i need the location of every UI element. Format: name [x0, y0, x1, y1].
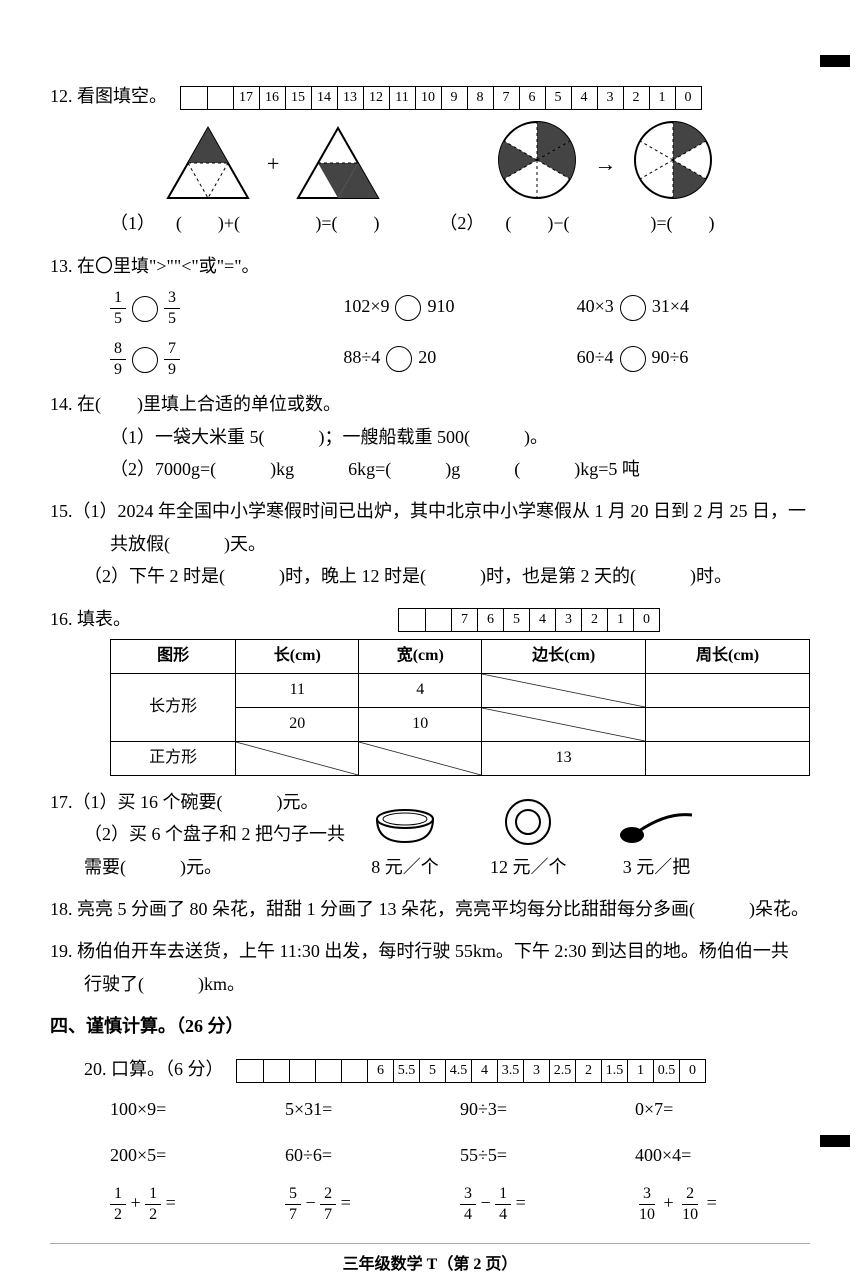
fraction: 210 [678, 1186, 702, 1223]
comparison-item: 1535 [110, 290, 343, 327]
q16: 16. 填表。 76543210 图形长(cm)宽(cm)边长(cm)周长(cm… [50, 603, 810, 776]
q19-line1: 19. 杨伯伯开车去送货，上午 11:30 出发，每时行驶 55km。下午 2:… [50, 935, 810, 967]
frac-calc: 310 + 210 = [635, 1186, 810, 1223]
fraction: 34 [460, 1186, 476, 1223]
frac-calc: 12 + 12 = [110, 1186, 285, 1223]
fraction: 310 [635, 1186, 659, 1223]
fraction: 27 [320, 1186, 336, 1223]
compare-circle[interactable] [620, 295, 646, 321]
q20-title: 20. 口算。（6 分） [84, 1059, 224, 1079]
plate-icon [498, 797, 558, 847]
q20: 20. 口算。（6 分） 65.554.543.532.521.510.50 1… [50, 1053, 810, 1223]
compare-circle[interactable] [620, 346, 646, 372]
q12-paren4: )=( ) [632, 207, 714, 239]
comparison-item: 88÷420 [343, 341, 576, 378]
q12-sub2-label: （2） [439, 207, 484, 239]
q18: 18. 亮亮 5 分画了 80 朵花，甜甜 1 分画了 13 朵花，亮亮平均每分… [50, 893, 810, 925]
pie-before [492, 118, 582, 203]
q17-line1: 17.（1）买 16 个碗要( )元。 [50, 786, 350, 818]
fraction: 15 [110, 290, 126, 327]
arrow-icon: → [594, 144, 616, 184]
calc-item: 400×4= [635, 1139, 810, 1171]
calc-item: 90÷3= [460, 1093, 635, 1125]
calc-item: 5×31= [285, 1093, 460, 1125]
comparison-item: 89 79 [110, 341, 343, 378]
q12-paren3: ( )−( [505, 207, 569, 239]
q14-line1: （1）一袋大米重 5( )；一艘船载重 500( )。 [50, 421, 810, 453]
frac-calc: 57 − 27 = [285, 1186, 460, 1223]
compare-circle[interactable] [132, 347, 158, 373]
q12-paren1: ( )+( [176, 207, 240, 239]
calc-item: 200×5= [110, 1139, 285, 1171]
fraction: 14 [495, 1186, 511, 1223]
q12: 12. 看图填空。 17161514131211109876543210 （1）… [50, 80, 810, 240]
q17-line2: （2）买 6 个盘子和 2 把勺子一共 [50, 818, 350, 850]
fraction: 89 [110, 341, 126, 378]
q12-paren2: )=( ) [297, 207, 379, 239]
q15: 15.（1）2024 年全国中小学寒假时间已出炉，其中北京中小学寒假从 1 月 … [50, 495, 810, 592]
pie-after [628, 118, 718, 203]
shape-table: 图形长(cm)宽(cm)边长(cm)周长(cm) 长方形1142010正方形13 [110, 639, 810, 776]
q14-line2: （2）7000g=( )kg 6kg=( )g ( )kg=5 吨 [50, 453, 810, 485]
corner-mark-top [820, 55, 850, 67]
fraction: 12 [145, 1186, 161, 1223]
calc-item: 60÷6= [285, 1139, 460, 1171]
triangle-shaded-top [163, 123, 253, 203]
spoon-label: 3 元／把 [623, 851, 691, 883]
frac-calc: 34 − 14 = [460, 1186, 635, 1223]
compare-circle[interactable] [386, 346, 412, 372]
q14-title: 14. 在( )里填上合适的单位或数。 [50, 388, 810, 420]
comparison-item: 40×331×4 [577, 290, 810, 327]
fraction: 79 [164, 341, 180, 378]
q13: 13. 在〇里填">""<"或"="。 1535102×991040×331×4… [50, 250, 810, 378]
triangle-shaded-bottom [293, 123, 383, 203]
q12-title: 12. 看图填空。 [50, 86, 167, 106]
fraction: 12 [110, 1186, 126, 1223]
q14: 14. 在( )里填上合适的单位或数。 （1）一袋大米重 5( )；一艘船载重 … [50, 388, 810, 485]
calc-item: 0×7= [635, 1093, 810, 1125]
q13-title: 13. 在〇里填">""<"或"="。 [50, 250, 810, 282]
q15-line1: 15.（1）2024 年全国中小学寒假时间已出炉，其中北京中小学寒假从 1 月 … [50, 495, 810, 527]
section-4-title: 四、谨慎计算。（26 分） [50, 1010, 810, 1042]
comparison-item: 102×9910 [343, 290, 576, 327]
q16-title: 16. 填表。 [50, 609, 131, 629]
compare-circle[interactable] [395, 295, 421, 321]
calc-item: 55÷5= [460, 1139, 635, 1171]
fraction: 57 [285, 1186, 301, 1223]
q19: 19. 杨伯伯开车去送货，上午 11:30 出发，每时行驶 55km。下午 2:… [50, 935, 810, 1000]
ruler-q12: 17161514131211109876543210 [180, 86, 702, 110]
q17: 17.（1）买 16 个碗要( )元。 （2）买 6 个盘子和 2 把勺子一共 … [50, 786, 810, 883]
q19-line2: 行驶了( )km。 [50, 968, 810, 1000]
q15-line1b: 共放假( )天。 [50, 528, 810, 560]
q15-line2: （2）下午 2 时是( )时，晚上 12 时是( )时，也是第 2 天的( )时… [50, 560, 810, 592]
calc-item: 100×9= [110, 1093, 285, 1125]
ruler-q20: 65.554.543.532.521.510.50 [236, 1059, 706, 1083]
q17-line3: 需要( )元。 [50, 851, 350, 883]
plus-icon: + [267, 144, 279, 184]
ruler-q16: 76543210 [398, 608, 660, 632]
q12-sub1-label: （1） [110, 207, 155, 239]
bowl-label: 8 元／个 [371, 851, 439, 883]
comparison-item: 60÷490÷6 [577, 341, 810, 378]
corner-mark-bottom [820, 1135, 850, 1147]
page-footer: 三年级数学 T（第 2 页） [50, 1243, 810, 1274]
compare-circle[interactable] [132, 296, 158, 322]
fraction: 35 [164, 290, 180, 327]
spoon-icon [617, 807, 697, 847]
plate-label: 12 元／个 [490, 851, 567, 883]
bowl-icon [370, 807, 440, 847]
